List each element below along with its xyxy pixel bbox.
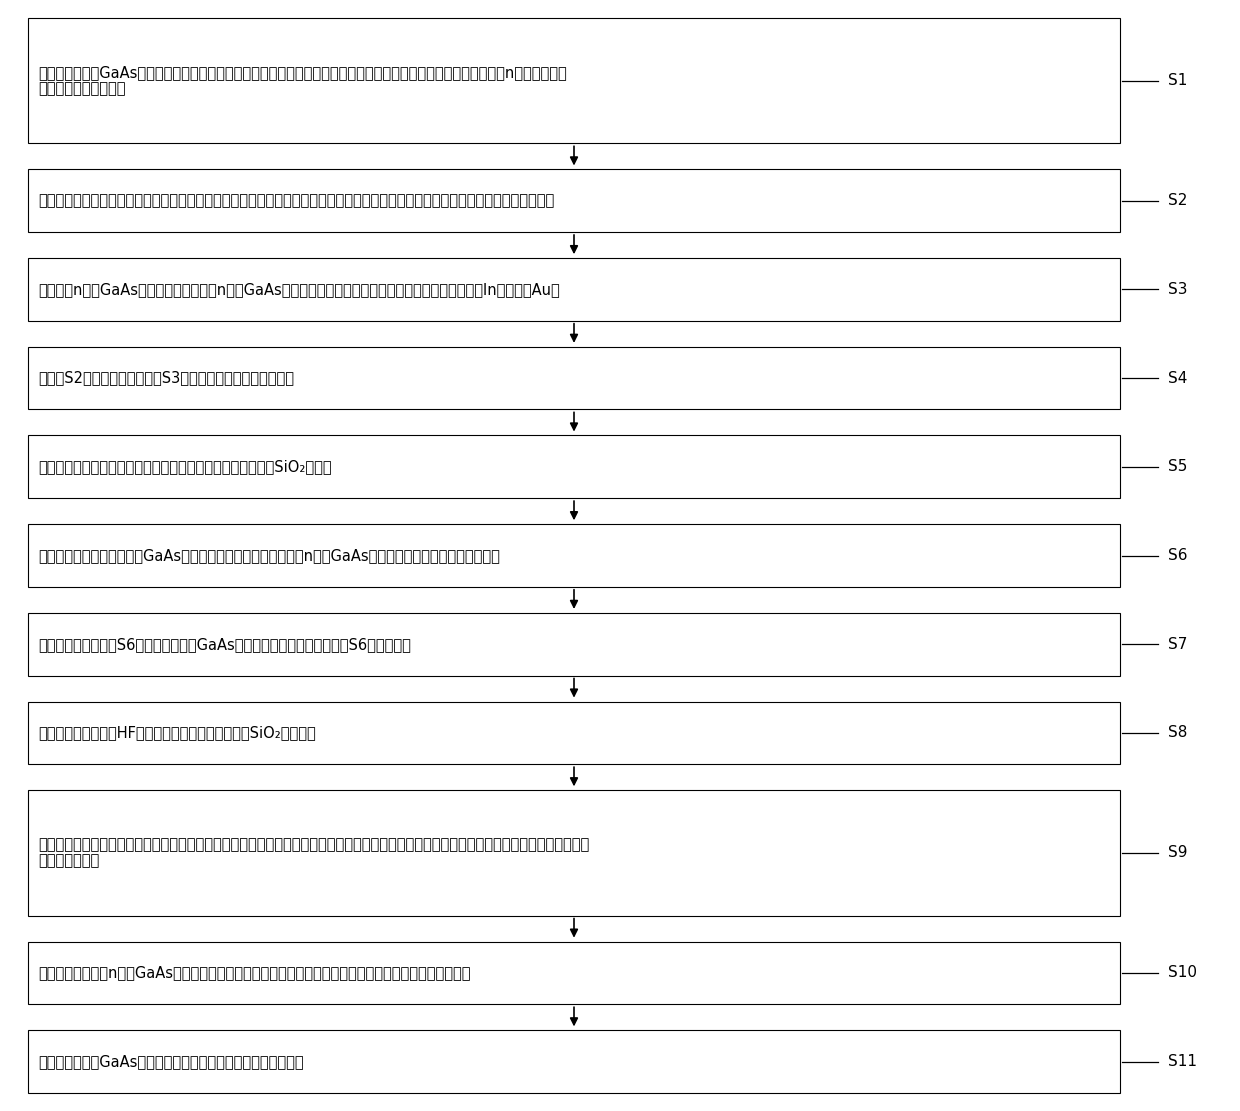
Text: S1: S1 bbox=[1168, 73, 1188, 88]
Text: 减薄接收体基片GaAs衬底，解理芯片以及封装，完成器件制作。: 减薄接收体基片GaAs衬底，解理芯片以及封装，完成器件制作。 bbox=[38, 1054, 304, 1069]
Text: 将倒装键合基片浸入HF酸去除刻蚀停止层，同时去除SiO₂保护层；: 将倒装键合基片浸入HF酸去除刻蚀停止层，同时去除SiO₂保护层； bbox=[38, 725, 316, 740]
Bar bbox=[29, 18, 1120, 143]
Bar bbox=[29, 169, 1120, 232]
Bar bbox=[29, 524, 1120, 587]
Bar bbox=[29, 613, 1120, 675]
Text: S8: S8 bbox=[1168, 725, 1188, 740]
Text: S7: S7 bbox=[1168, 637, 1188, 652]
Bar bbox=[29, 1030, 1120, 1093]
Text: 触上电极金属层: 触上电极金属层 bbox=[38, 853, 99, 869]
Text: S5: S5 bbox=[1168, 459, 1188, 474]
Text: 采用湿法刻蚀掉步骤S6所述剩余半绝缘GaAs衬底至刻蚀停止层，剥离步骤S6中光刻胶；: 采用湿法刻蚀掉步骤S6所述剩余半绝缘GaAs衬底至刻蚀停止层，剥离步骤S6中光刻… bbox=[38, 637, 410, 652]
Text: 提供一种n掺杂GaAs接收体衬底基片，在n掺杂GaAs接收体衬底基片上依次沉积电接融增强金属层、金属In层和金属Au层: 提供一种n掺杂GaAs接收体衬底基片，在n掺杂GaAs接收体衬底基片上依次沉积电… bbox=[38, 282, 559, 297]
Text: 在上述钝化层上运用第一次光刻形成下金属层窗口、缓冲氧化刻蚀、沉积电极金属，带胶剥离形成下金属层，退火形成非合金欧姆接融: 在上述钝化层上运用第一次光刻形成下金属层窗口、缓冲氧化刻蚀、沉积电极金属，带胶剥… bbox=[38, 193, 554, 208]
Bar bbox=[29, 436, 1120, 498]
Bar bbox=[29, 790, 1120, 915]
Bar bbox=[29, 258, 1120, 321]
Text: 和利用低温生长钝化层: 和利用低温生长钝化层 bbox=[38, 81, 125, 97]
Text: S9: S9 bbox=[1168, 845, 1188, 860]
Text: S2: S2 bbox=[1168, 193, 1188, 208]
Text: 将步骤S2中的器件基片与步骤S3中的接收体基片进行倒装键合: 将步骤S2中的器件基片与步骤S3中的接收体基片进行倒装键合 bbox=[38, 371, 294, 386]
Bar bbox=[29, 701, 1120, 764]
Text: 研磨倒装键合基片的半绝缘GaAs衬底并清洗、在倒装键合基片的n掺杂GaAs接收体衬底基片上涂光刻胶、烤干: 研磨倒装键合基片的半绝缘GaAs衬底并清洗、在倒装键合基片的n掺杂GaAs接收体… bbox=[38, 548, 500, 563]
Text: 在倒装键合基片四周和顶部运用低温等离子增强化学蒸汽沉积SiO₂保护层: 在倒装键合基片四周和顶部运用低温等离子增强化学蒸汽沉积SiO₂保护层 bbox=[38, 459, 331, 474]
Text: 提供一种半绝缘GaAs衬底，在衬底上用分子束外延法依次生长刻蚀停止层、下接触层、多量子阱有源区、上接触层、n型重掺杂层、: 提供一种半绝缘GaAs衬底，在衬底上用分子束外延法依次生长刻蚀停止层、下接触层、… bbox=[38, 66, 567, 80]
Text: S3: S3 bbox=[1168, 282, 1188, 297]
Bar bbox=[29, 942, 1120, 1004]
Text: S6: S6 bbox=[1168, 548, 1188, 563]
Bar bbox=[29, 347, 1120, 410]
Text: S11: S11 bbox=[1168, 1054, 1197, 1069]
Text: 在倒装键合基片下接触层上，涂光刻胶、第二次光刻，形成上电极窗口，在所述上电极窗口内形成上电极金属，带胶剥离，形成肖特基二极管接: 在倒装键合基片下接触层上，涂光刻胶、第二次光刻，形成上电极窗口，在所述上电极窗口… bbox=[38, 838, 589, 852]
Text: 在倒装键合基片的n掺杂GaAs接收体衬底基片的背面上采用刻蚀工艺形成脊型波导结构，形成下电极金属层: 在倒装键合基片的n掺杂GaAs接收体衬底基片的背面上采用刻蚀工艺形成脊型波导结构… bbox=[38, 965, 470, 981]
Text: S4: S4 bbox=[1168, 371, 1188, 386]
Text: S10: S10 bbox=[1168, 965, 1197, 981]
